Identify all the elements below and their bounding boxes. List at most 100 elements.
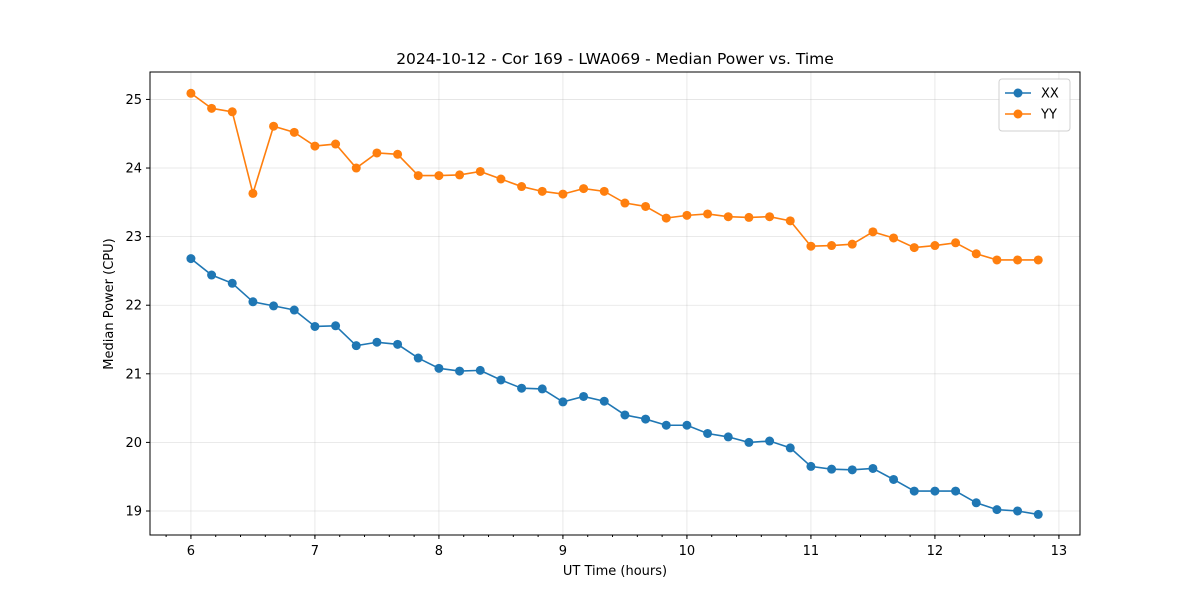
- series-xx-point: [393, 339, 403, 349]
- plot-frame: [149, 71, 1081, 536]
- series-yy-point: [992, 255, 1002, 265]
- series-xx-point: [331, 321, 341, 331]
- series-xx-point: [227, 278, 237, 288]
- series-yy-point: [269, 121, 279, 131]
- series-yy-point: [289, 127, 299, 137]
- series-xx-point: [703, 428, 713, 438]
- series-yy-point: [723, 212, 733, 222]
- x-tick-label: 12: [927, 544, 944, 559]
- series-yy-point: [806, 241, 816, 251]
- series-xx-point: [930, 486, 940, 496]
- series-xx-point: [951, 486, 961, 496]
- series-xx-point: [537, 384, 547, 394]
- series-yy-point: [765, 212, 775, 222]
- y-tick-label: 19: [125, 504, 142, 519]
- x-tick-label: 8: [435, 544, 443, 559]
- series-xx-point: [889, 474, 899, 484]
- series-xx-point: [847, 465, 857, 475]
- series-xx-point: [434, 363, 444, 373]
- series-yy-point: [951, 238, 961, 248]
- series-xx-point: [661, 420, 671, 430]
- series-xx-point: [269, 301, 279, 311]
- series-xx-point: [351, 341, 361, 351]
- legend-xx-label: XX: [1041, 87, 1059, 102]
- x-tick-label: 9: [559, 544, 567, 559]
- series-yy-point: [599, 186, 609, 196]
- legend-xx-marker: [1013, 88, 1023, 98]
- series-yy-point: [310, 141, 320, 151]
- series-xx-point: [909, 486, 919, 496]
- series-yy-point: [331, 139, 341, 149]
- series-xx-point: [207, 270, 217, 280]
- series-xx-point: [868, 463, 878, 473]
- series-yy-point: [413, 171, 423, 181]
- series-xx-point: [723, 432, 733, 442]
- series-yy-point: [1013, 255, 1023, 265]
- series-yy-point: [847, 239, 857, 249]
- x-tick-label: 13: [1051, 544, 1068, 559]
- series-yy-point: [434, 171, 444, 181]
- series-yy-point: [1033, 255, 1043, 265]
- series-xx-point: [496, 375, 506, 385]
- series-yy-point: [537, 186, 547, 196]
- x-tick-label: 10: [679, 544, 696, 559]
- y-tick-label: 22: [125, 299, 142, 314]
- series-yy-point: [744, 212, 754, 222]
- series-xx-point: [310, 321, 320, 331]
- chart-title: 2024-10-12 - Cor 169 - LWA069 - Median P…: [396, 50, 834, 68]
- series-xx: [186, 254, 1043, 519]
- series-yy-point: [186, 88, 196, 98]
- y-axis-label: Median Power (CPU): [102, 238, 117, 369]
- series-yy-point: [475, 166, 485, 176]
- series-yy-point: [682, 210, 692, 220]
- legend-box: [998, 78, 1071, 132]
- series-yy-point: [661, 213, 671, 223]
- series-yy-point: [930, 241, 940, 251]
- series-xx-point: [1013, 506, 1023, 516]
- series-yy-point: [971, 249, 981, 259]
- series-xx-point: [1033, 509, 1043, 519]
- series-yy-point: [517, 182, 527, 192]
- series-xx-point: [372, 337, 382, 347]
- legend-yy-label: YY: [1040, 108, 1057, 123]
- grid: [150, 72, 1080, 535]
- series-yy-point: [558, 189, 568, 199]
- x-tick-label: 7: [311, 544, 319, 559]
- series-xx-point: [599, 396, 609, 406]
- axes: 6 7 8 9 10 11 12 13 19 20 21 22 23 24 25: [125, 71, 1081, 559]
- x-tick-label: 6: [187, 544, 195, 559]
- series-yy-point: [909, 243, 919, 253]
- series-yy-point: [889, 233, 899, 243]
- legend-yy-marker: [1013, 109, 1023, 119]
- series-layer: [186, 88, 1043, 519]
- series-yy-point: [248, 188, 258, 198]
- series-yy-point: [620, 198, 630, 208]
- y-tick-label: 23: [125, 230, 142, 245]
- y-tick-label: 25: [125, 93, 142, 108]
- series-xx-point: [413, 353, 423, 363]
- series-yy-point: [785, 216, 795, 226]
- series-yy-point: [496, 174, 506, 184]
- series-yy-point: [393, 149, 403, 159]
- x-axis-label: UT Time (hours): [563, 564, 667, 579]
- series-xx-point: [765, 436, 775, 446]
- series-xx-point: [248, 297, 258, 307]
- series-yy-point: [351, 163, 361, 173]
- series-xx-point: [785, 443, 795, 453]
- legend: XX YY: [998, 78, 1071, 132]
- series-xx-point: [682, 420, 692, 430]
- series-xx-point: [579, 391, 589, 401]
- series-xx-point: [806, 461, 816, 471]
- y-tick-label: 21: [125, 367, 142, 382]
- series-yy-point: [703, 209, 713, 219]
- series-xx-point: [620, 410, 630, 420]
- series-xx-point: [186, 254, 196, 264]
- series-xx-line: [190, 257, 1039, 516]
- series-xx-point: [641, 414, 651, 424]
- series-yy-point: [868, 227, 878, 237]
- series-xx-point: [558, 397, 568, 407]
- series-yy-point: [207, 103, 217, 113]
- series-yy-point: [579, 184, 589, 194]
- series-xx-point: [971, 498, 981, 508]
- series-xx-point: [992, 505, 1002, 515]
